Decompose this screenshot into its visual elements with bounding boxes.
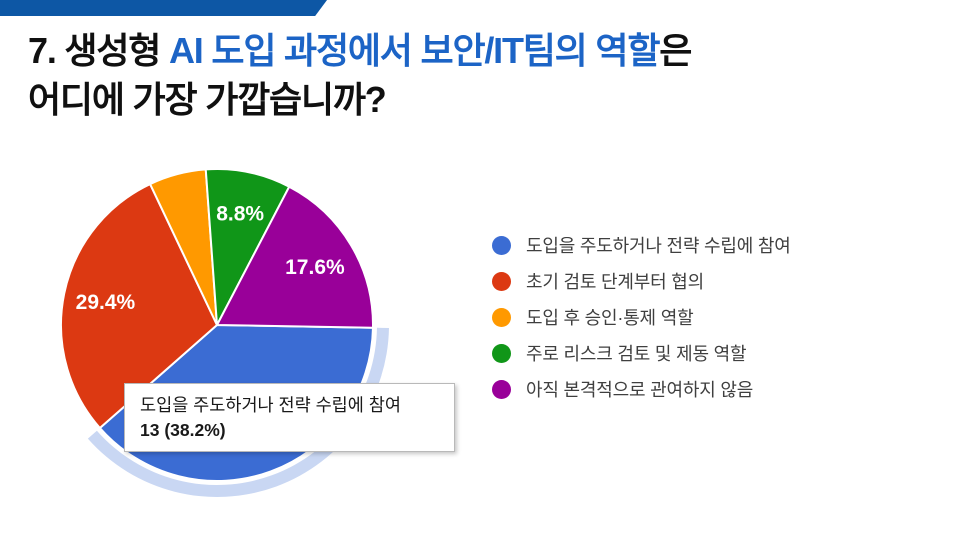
title-prefix: 7. 생성형 xyxy=(28,30,169,71)
legend-item: 도입을 주도하거나 전략 수립에 참여 xyxy=(492,227,791,263)
title-suffix: 은 xyxy=(659,30,692,71)
slice-label: 8.8% xyxy=(216,202,264,225)
pie-slice-4[interactable] xyxy=(204,168,291,326)
legend-dot-icon xyxy=(492,307,511,327)
legend-item: 도입 후 승인·통제 역할 xyxy=(492,299,791,335)
legend-dot-icon xyxy=(492,235,511,255)
legend-label: 주로 리스크 검토 및 제동 역할 xyxy=(526,344,747,364)
legend-dot-icon xyxy=(492,343,511,363)
legend-item: 주로 리스크 검토 및 제동 역할 xyxy=(492,335,791,371)
tooltip-value: 13 (38.2%) xyxy=(140,420,226,440)
legend-dot-icon xyxy=(492,271,511,291)
title-line2: 어디에 가장 가깝습니까? xyxy=(28,79,387,120)
legend-label: 아직 본격적으로 관여하지 않음 xyxy=(526,380,754,400)
slice-label: 29.4% xyxy=(76,291,136,314)
legend-item: 초기 검토 단계부터 협의 xyxy=(492,263,791,299)
page-title: 7. 생성형 AI 도입 과정에서 보안/IT팀의 역할은 어디에 가장 가깝습… xyxy=(28,26,692,124)
legend-item: 아직 본격적으로 관여하지 않음 xyxy=(492,371,791,407)
legend-label: 도입 후 승인·통제 역할 xyxy=(526,308,694,328)
chart-tooltip: 도입을 주도하거나 전략 수립에 참여 13 (38.2%) xyxy=(124,383,455,452)
legend-label: 도입을 주도하거나 전략 수립에 참여 xyxy=(526,236,791,256)
legend-dot-icon xyxy=(492,379,511,399)
header-accent-bar xyxy=(0,0,328,16)
slice-highlight-halo xyxy=(87,327,389,497)
legend-label: 초기 검토 단계부터 협의 xyxy=(526,272,705,292)
slice-label: 17.6% xyxy=(285,256,345,279)
title-highlight: AI 도입 과정에서 보안/IT팀의 역할 xyxy=(169,30,660,71)
pie-slice-5[interactable] xyxy=(216,185,374,329)
tooltip-category: 도입을 주도하거나 전략 수립에 참여 xyxy=(140,395,401,415)
title-line1: 7. 생성형 AI 도입 과정에서 보안/IT팀의 역할은 xyxy=(28,26,692,75)
